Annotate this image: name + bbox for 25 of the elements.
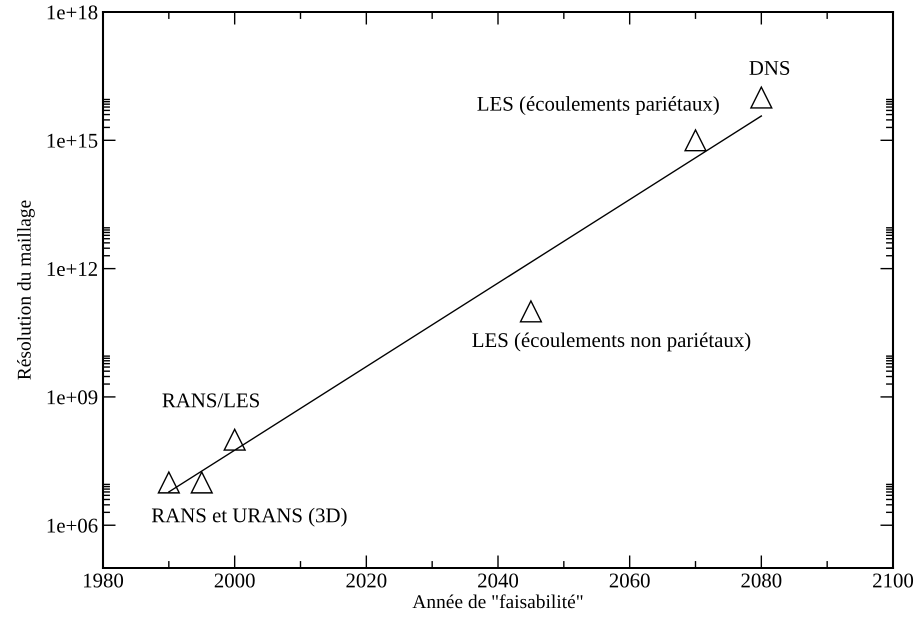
x-tick-label: 1980 (84, 573, 124, 588)
y-tick-label: 1e+06 (48, 518, 98, 533)
x-tick-label: 2040 (478, 573, 518, 588)
x-tick-label: 2000 (214, 573, 255, 588)
x-tick-label: 2020 (346, 573, 386, 588)
annotation: LES (écoulements pariétaux) (477, 96, 719, 116)
annotation: RANS et URANS (3D) (152, 508, 347, 527)
y-tick-label: 1e+09 (48, 390, 98, 404)
point (190, 471, 213, 494)
x-tick-label: 2060 (610, 573, 650, 588)
y-tick-label: 1e+12 (48, 262, 97, 276)
point (684, 129, 707, 152)
point (158, 471, 180, 494)
annotation: RANS/LES (162, 393, 259, 408)
annotation: LES (écoulements non pariétaux) (472, 332, 750, 352)
x-axis-title: Année de "faisabilité" (412, 594, 582, 608)
y-tick-label: 1e+15 (48, 134, 98, 148)
x-tick-label: 2100 (873, 573, 914, 588)
point (520, 300, 542, 322)
point (750, 86, 772, 109)
y-axis-title: Résolution du maillage (17, 200, 35, 380)
y-tick-label: 1e+18 (48, 5, 98, 20)
x-tick-label: 2080 (741, 573, 782, 588)
annotation: DNS (749, 60, 790, 75)
point (224, 428, 246, 451)
